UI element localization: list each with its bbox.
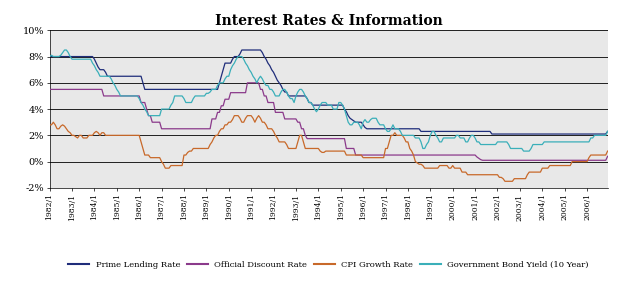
- Title: Interest Rates & Information: Interest Rates & Information: [215, 14, 443, 28]
- Legend: Prime Lending Rate, Official Discount Rate, CPI Growth Rate, Government Bond Yie: Prime Lending Rate, Official Discount Ra…: [65, 257, 592, 272]
